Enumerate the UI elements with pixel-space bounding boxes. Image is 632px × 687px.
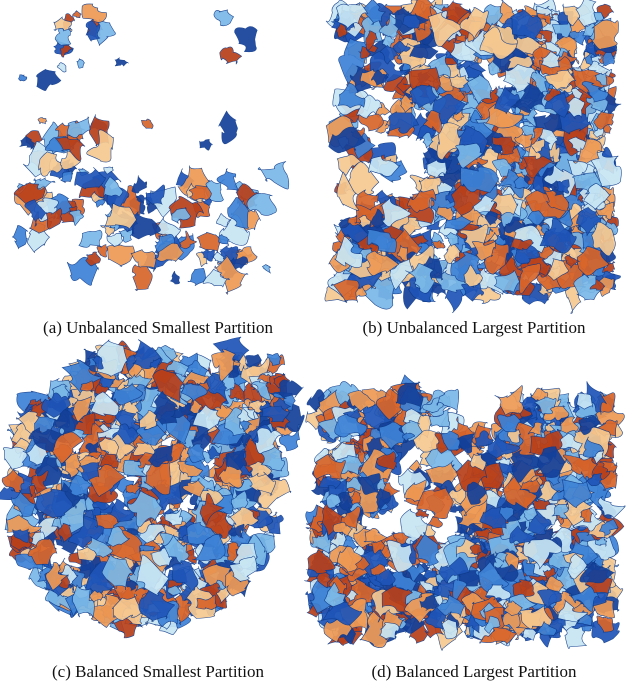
flow-blob bbox=[38, 117, 47, 123]
figure-images bbox=[0, 0, 632, 687]
flow-blob bbox=[141, 119, 153, 129]
flow-blob bbox=[13, 225, 28, 248]
flow-blob bbox=[77, 59, 84, 68]
flow-blob bbox=[214, 10, 234, 26]
flow-blob bbox=[262, 265, 270, 274]
panel-image bbox=[304, 375, 625, 650]
flow-blob bbox=[258, 162, 289, 190]
panel-image bbox=[0, 337, 304, 638]
flow-blob bbox=[219, 111, 238, 144]
flow-blob bbox=[73, 11, 82, 18]
caption: (a) Unbalanced Smallest Partition bbox=[0, 318, 316, 338]
flow-blob bbox=[107, 245, 134, 267]
flow-blob bbox=[132, 265, 152, 291]
flow-blob bbox=[97, 244, 108, 257]
panel-image bbox=[325, 0, 622, 313]
flow-blob bbox=[105, 227, 115, 237]
flow-blob bbox=[220, 47, 242, 64]
flow-blob bbox=[199, 139, 212, 150]
panel-image bbox=[13, 4, 289, 294]
flow-blob bbox=[82, 4, 107, 22]
caption: (c) Balanced Smallest Partition bbox=[0, 662, 316, 682]
flow-blob bbox=[79, 230, 102, 247]
figure: (a) Unbalanced Smallest Partition (b) Un… bbox=[0, 0, 632, 687]
flow-blob bbox=[115, 58, 128, 66]
flow-blob bbox=[57, 63, 66, 73]
flow-blob bbox=[170, 271, 179, 284]
flow-blob bbox=[67, 117, 90, 138]
flow-blob bbox=[37, 69, 61, 90]
flow-blob bbox=[55, 28, 71, 45]
flow-blob bbox=[235, 27, 258, 52]
flow-blob bbox=[197, 232, 222, 252]
flow-blob bbox=[18, 75, 26, 81]
flow-blob bbox=[132, 175, 147, 193]
caption: (d) Balanced Largest Partition bbox=[316, 662, 632, 682]
caption: (b) Unbalanced Largest Partition bbox=[316, 318, 632, 338]
